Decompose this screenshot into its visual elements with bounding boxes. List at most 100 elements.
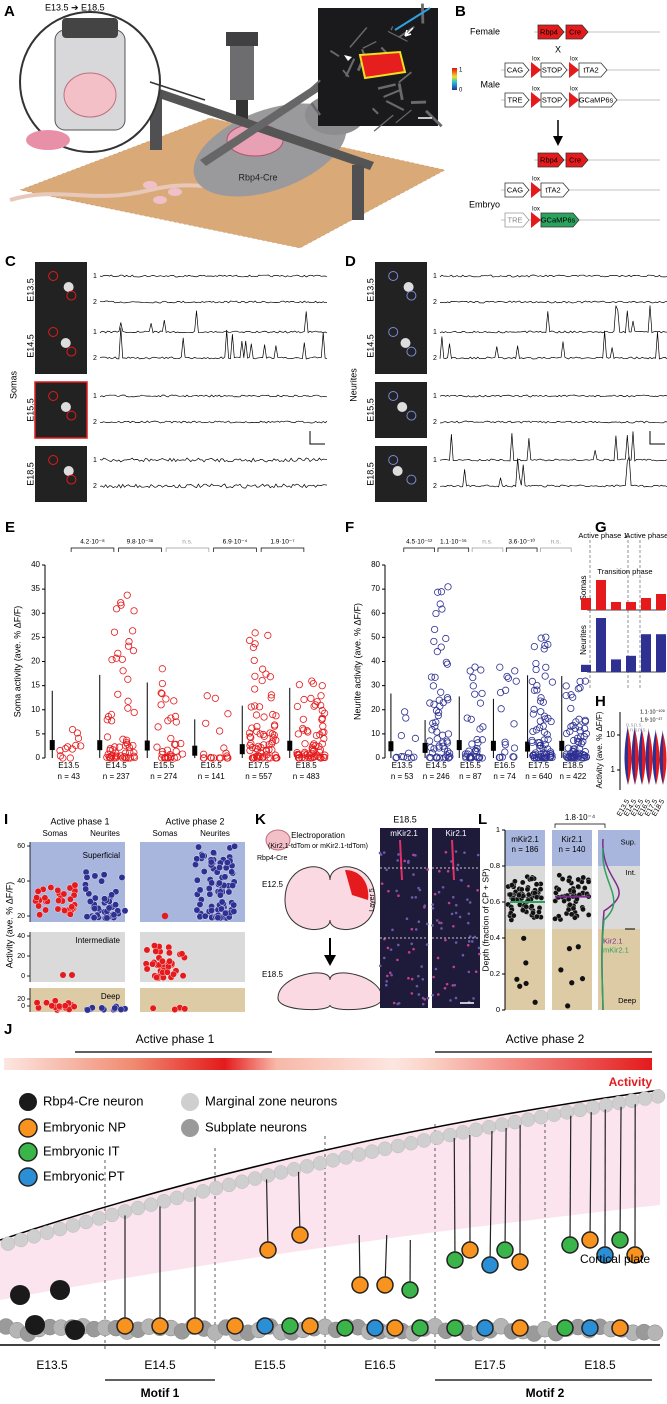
panel-label: L (478, 811, 487, 828)
marginal-neuron (624, 1093, 640, 1108)
y-tick-label: 20 (17, 996, 25, 1003)
nucleus (447, 901, 451, 905)
dot (316, 731, 324, 739)
dot (568, 911, 575, 918)
trace (99, 310, 328, 334)
label: n = 186 (512, 845, 539, 854)
dot (159, 957, 166, 965)
dot (547, 717, 555, 726)
n-label: n = 87 (459, 772, 482, 781)
n-label: n = 640 (525, 772, 552, 781)
n-label: n = 53 (391, 772, 414, 781)
dot (149, 960, 156, 968)
dot (570, 753, 578, 761)
dot (151, 942, 158, 950)
dot (268, 739, 276, 748)
label: E18.5 (262, 970, 283, 979)
x-tick-label: E15.5 (460, 761, 481, 770)
dot (392, 753, 401, 761)
nucleus (472, 997, 475, 1000)
neuron (626, 1246, 644, 1264)
dot (546, 753, 554, 762)
dot (532, 665, 540, 674)
dot (544, 640, 552, 649)
dot (319, 722, 327, 730)
nucleus (403, 859, 406, 863)
marginal-neuron (403, 1135, 419, 1151)
dot (478, 689, 486, 698)
dot (130, 708, 138, 717)
label: 2 (433, 355, 437, 362)
dot (83, 913, 91, 921)
marginal-neuron (312, 1156, 328, 1171)
marginal-neuron (455, 1125, 471, 1140)
brain (277, 972, 383, 1011)
dot (501, 741, 509, 749)
dot (181, 1005, 189, 1013)
dot (260, 713, 268, 721)
nucleus (396, 859, 399, 862)
nucleus (435, 919, 439, 922)
side-label: Somas (8, 370, 18, 399)
dot (200, 868, 208, 875)
nucleus (407, 976, 410, 980)
dot (143, 965, 151, 973)
dot (532, 999, 538, 1005)
n-label: n = 274 (150, 772, 177, 781)
dot (552, 916, 558, 922)
roi (388, 455, 399, 465)
dot (61, 1002, 69, 1010)
lox-label: lox (570, 57, 578, 63)
dot (258, 677, 266, 685)
neuron (351, 1276, 369, 1294)
dot (112, 654, 120, 662)
nucleus (434, 967, 438, 971)
nucleus (452, 965, 456, 969)
dot (541, 641, 549, 650)
dot (66, 910, 74, 918)
nucleus (454, 996, 458, 1000)
marginal-neuron (26, 1229, 42, 1244)
dot (61, 907, 69, 915)
dot (471, 690, 479, 698)
dot (566, 727, 574, 735)
fiber (371, 107, 379, 115)
motif-label: Motif 2 (526, 1386, 565, 1400)
marginal-neuron (364, 1144, 380, 1159)
nucleus (454, 903, 458, 907)
stage-label: E13.5 (365, 278, 375, 302)
dot (129, 627, 137, 635)
panel-label: F (345, 519, 354, 536)
cell (400, 338, 411, 348)
y-tick-label: 60 (17, 843, 25, 850)
nucleus (466, 921, 470, 925)
cell-image (35, 262, 87, 318)
nucleus (380, 882, 384, 885)
dot (121, 749, 129, 757)
zone-label: Intermediate (76, 936, 121, 945)
cell (397, 402, 408, 412)
trace (440, 300, 667, 304)
dot (497, 705, 505, 713)
nucleus (449, 999, 452, 1002)
dot (260, 732, 268, 740)
dot (209, 754, 218, 762)
dot (572, 914, 578, 921)
dot (529, 751, 538, 759)
dot (469, 682, 477, 690)
dot (504, 674, 512, 682)
label: 2 (93, 355, 97, 362)
objective (230, 40, 254, 100)
dot (441, 753, 450, 761)
trace (439, 431, 667, 462)
scale-bar (649, 431, 665, 445)
dot (163, 746, 172, 754)
dot (105, 904, 113, 912)
nucleus (466, 943, 470, 947)
nucleus (454, 941, 458, 944)
dot (158, 679, 166, 688)
marginal-neuron (377, 1141, 393, 1157)
p-value: 4.5·10⁻¹² (406, 539, 433, 546)
stage-label: E13.5 (36, 1358, 68, 1372)
nucleus (390, 973, 393, 977)
